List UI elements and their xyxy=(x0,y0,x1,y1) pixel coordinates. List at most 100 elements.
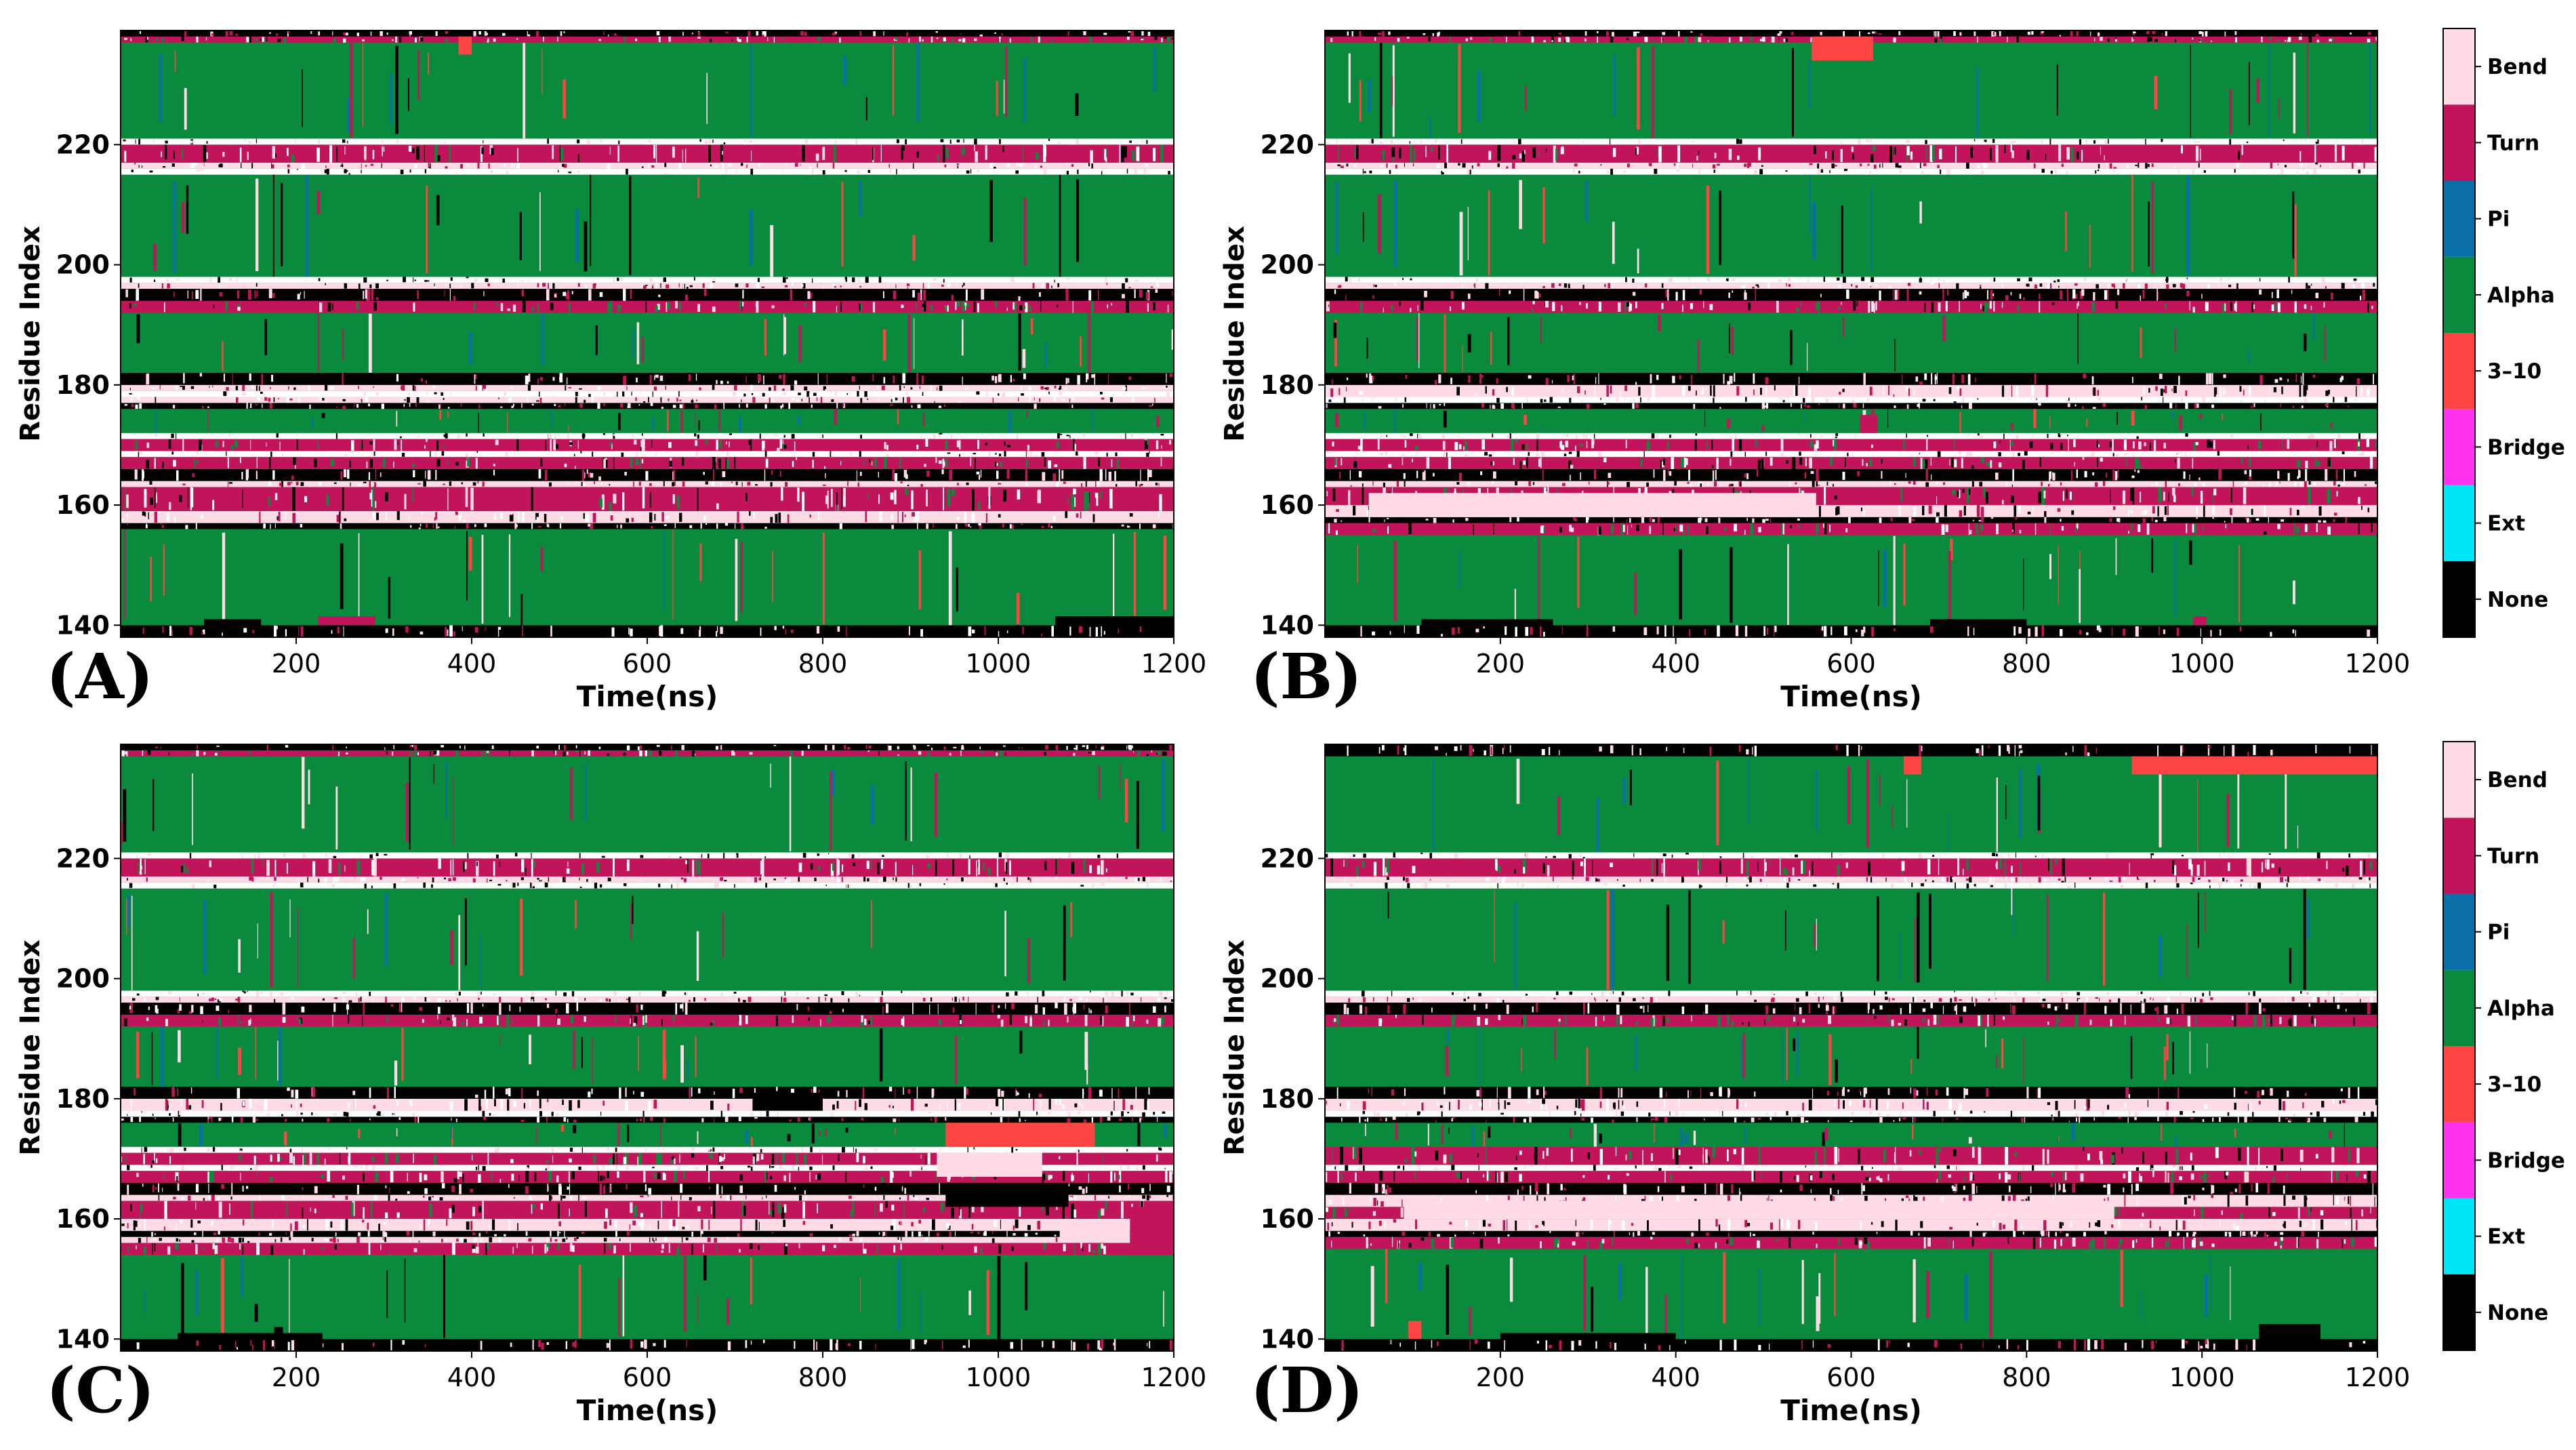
speckle xyxy=(881,385,885,390)
speckle xyxy=(2035,523,2037,536)
speckle xyxy=(813,301,816,313)
event-turn xyxy=(2193,616,2207,626)
speckle xyxy=(365,397,368,403)
speckle xyxy=(587,138,590,144)
speckle xyxy=(640,1220,645,1230)
speckle xyxy=(1646,164,1648,166)
speckle xyxy=(249,373,251,381)
speckle xyxy=(2201,294,2203,299)
speckle xyxy=(935,31,939,33)
speckle xyxy=(1386,435,1388,437)
speckle xyxy=(1057,441,1059,449)
speckle xyxy=(1029,397,1031,403)
speckle xyxy=(1143,169,1147,174)
speckle xyxy=(1404,397,1406,403)
speckle xyxy=(2056,279,2059,281)
speckle xyxy=(1716,458,1719,469)
speckle xyxy=(1506,37,1507,43)
speckle xyxy=(1160,433,1164,436)
speckle xyxy=(878,1232,880,1235)
speckle xyxy=(910,387,913,390)
speckle xyxy=(636,451,638,458)
speckle xyxy=(1015,1219,1019,1228)
speckle xyxy=(1156,416,1160,427)
speckle xyxy=(127,523,128,525)
speckle xyxy=(1870,285,1871,288)
speckle xyxy=(649,512,653,523)
speckle xyxy=(1120,1165,1122,1171)
speckle xyxy=(908,314,911,373)
band-turn xyxy=(121,300,1174,313)
speckle xyxy=(258,386,260,391)
speckle xyxy=(2223,387,2225,395)
speckle xyxy=(405,626,409,633)
speckle xyxy=(1662,32,1666,35)
speckle xyxy=(1898,165,1902,168)
speckle xyxy=(1330,38,1333,42)
speckle xyxy=(815,1175,817,1180)
speckle xyxy=(1035,165,1036,169)
speckle xyxy=(154,1243,156,1251)
speckle xyxy=(372,512,376,520)
speckle xyxy=(763,375,764,384)
speckle xyxy=(229,1203,230,1215)
speckle xyxy=(2126,277,2128,283)
speckle xyxy=(447,407,450,409)
speckle xyxy=(2140,327,2142,358)
speckle xyxy=(272,146,275,159)
speckle xyxy=(386,279,388,281)
speckle xyxy=(632,432,634,438)
speckle xyxy=(285,629,287,637)
speckle xyxy=(1598,451,1601,457)
speckle xyxy=(1812,481,1815,487)
speckle xyxy=(370,163,374,166)
speckle xyxy=(184,87,187,130)
speckle xyxy=(318,31,321,36)
speckle xyxy=(2011,496,2014,503)
speckle xyxy=(485,278,489,282)
speckle xyxy=(926,470,930,477)
speckle xyxy=(1334,458,1336,466)
speckle xyxy=(2100,146,2101,155)
speckle xyxy=(607,163,611,169)
speckle xyxy=(360,1166,363,1168)
band-none xyxy=(121,1087,1174,1099)
speckle xyxy=(917,292,921,301)
speckle xyxy=(567,290,570,300)
speckle xyxy=(1752,518,1755,523)
speckle xyxy=(832,163,835,169)
speckle xyxy=(162,525,164,528)
speckle xyxy=(1986,491,1988,504)
speckle xyxy=(445,166,448,169)
speckle xyxy=(2247,444,2249,450)
speckle xyxy=(2205,31,2208,37)
speckle xyxy=(1647,397,1650,401)
speckle xyxy=(471,283,474,289)
speckle xyxy=(288,386,289,390)
speckle xyxy=(996,462,998,466)
speckle xyxy=(1612,32,1614,37)
speckle xyxy=(1114,1172,1116,1181)
speckle xyxy=(598,1171,599,1182)
speckle xyxy=(1011,1246,1014,1251)
speckle xyxy=(942,144,945,163)
speckle xyxy=(2269,388,2270,392)
band-alpha xyxy=(1325,535,2377,626)
speckle xyxy=(563,79,567,119)
speckle xyxy=(1699,289,1702,295)
speckle xyxy=(1919,201,1922,224)
event-none xyxy=(1055,616,1174,627)
speckle xyxy=(551,1196,553,1200)
speckle xyxy=(638,1222,642,1226)
speckle xyxy=(672,405,676,408)
speckle xyxy=(605,460,608,468)
speckle xyxy=(1149,470,1152,477)
speckle xyxy=(782,403,784,408)
speckle xyxy=(388,1194,390,1201)
speckle xyxy=(947,283,951,287)
speckle xyxy=(1105,277,1107,283)
speckle xyxy=(167,1246,171,1255)
speckle xyxy=(395,1199,398,1201)
speckle xyxy=(760,627,762,637)
speckle xyxy=(1067,277,1070,280)
